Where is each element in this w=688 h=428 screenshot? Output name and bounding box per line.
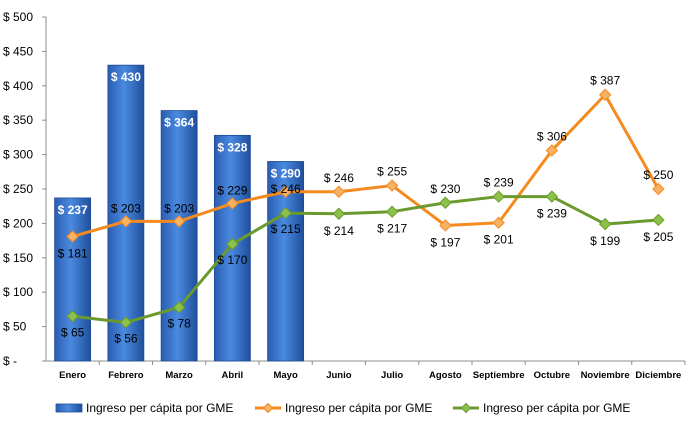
series-marker	[172, 301, 186, 314]
y-tick-label: $ 450	[3, 44, 33, 58]
green-value-label: $ 65	[61, 325, 85, 339]
orange-value-label: $ 201	[484, 233, 514, 247]
series-marker	[439, 196, 452, 209]
y-tick-label: $ 300	[3, 148, 33, 162]
line-series	[66, 88, 665, 329]
data-labels: $ 237 $ 430 $ 364 $ 328 $ 290 $ 181 $ 65 $ 203 $…	[58, 70, 674, 345]
y-tick-label: $ 250	[3, 182, 33, 196]
series-line	[72, 195, 659, 324]
series-marker	[119, 316, 133, 329]
x-tick-label: Abril	[222, 370, 244, 381]
legend-entry: Ingreso per cápita por GME	[86, 401, 233, 415]
x-tick-label: Julio	[381, 370, 403, 381]
x-tick-label: Enero	[59, 370, 86, 381]
green-value-label: $ 217	[377, 222, 407, 236]
series-marker	[598, 217, 612, 231]
green-value-label: $ 78	[167, 316, 191, 330]
green-value-label: $ 199	[590, 234, 620, 248]
series-marker	[492, 190, 505, 203]
green-value-label: $ 239	[537, 207, 567, 221]
y-tick-label: $ 350	[3, 113, 33, 127]
x-tick-label: Junio	[326, 370, 352, 381]
x-tick-label: Marzo	[165, 370, 193, 381]
series-marker	[545, 144, 559, 157]
legend-swatch-marker	[460, 402, 472, 414]
series-marker	[172, 215, 186, 228]
series-marker	[226, 237, 239, 251]
series-marker	[492, 216, 505, 229]
legend: Ingreso per cápita por GME Ingreso per cá…	[55, 401, 630, 415]
x-tick-label: Agosto	[429, 370, 462, 381]
x-tick-label: Febrero	[108, 370, 144, 381]
orange-value-label: $ 246	[324, 171, 354, 185]
bar	[54, 197, 92, 362]
bar	[160, 110, 198, 362]
bar-value-label: $ 290	[271, 166, 301, 180]
series-marker	[332, 185, 346, 198]
orange-value-label: $ 387	[590, 74, 620, 88]
orange-value-label: $ 255	[377, 165, 407, 179]
series-marker	[439, 219, 452, 232]
series-marker	[119, 215, 133, 228]
series-marker	[385, 179, 399, 192]
series-line	[72, 93, 660, 238]
x-tick-label: Octubre	[534, 370, 570, 381]
green-value-label: $ 205	[643, 230, 673, 244]
legend-entry: Ingreso per cápita por GME	[285, 401, 432, 415]
y-tick-label: $ 50	[3, 320, 27, 334]
bar-value-label: $ 364	[164, 116, 194, 130]
orange-value-label: $ 250	[643, 168, 673, 182]
series-marker	[66, 310, 79, 323]
orange-value-label: $ 203	[111, 201, 141, 215]
bar-value-label: $ 430	[111, 70, 141, 84]
series-marker	[279, 206, 292, 220]
legend-swatch-bar	[55, 403, 83, 413]
y-tick-label: $ 150	[3, 251, 33, 265]
orange-value-label: $ 197	[430, 235, 460, 249]
green-value-label: $ 239	[484, 176, 514, 190]
axes: $ - $ 50 $ 100 $ 150 $ 200 $ 250 $ 300 $ 350 $ 4…	[3, 10, 686, 381]
series-marker	[279, 185, 292, 198]
orange-value-label: $ 229	[217, 183, 247, 197]
legend-entry: Ingreso per cápita por GME	[483, 401, 630, 415]
green-value-label: $ 215	[271, 222, 301, 236]
orange-value-label: $ 181	[58, 246, 88, 260]
green-value-label: $ 170	[217, 253, 247, 267]
green-value-label: $ 230	[430, 182, 460, 196]
series-marker	[652, 182, 665, 196]
y-tick-label: $ 100	[3, 285, 33, 299]
series-marker	[226, 197, 239, 210]
series-marker	[385, 205, 399, 218]
series-marker	[598, 88, 612, 101]
bar-value-label: $ 237	[58, 203, 88, 217]
y-tick-label: $ 200	[3, 216, 33, 230]
x-tick-label: Septiembre	[473, 370, 525, 381]
y-tick-label: $ 400	[3, 79, 33, 93]
series-marker	[545, 190, 559, 203]
green-value-label: $ 56	[114, 331, 138, 345]
y-tick-label: $ 500	[3, 10, 33, 24]
bar-series	[54, 64, 305, 362]
orange-value-label: $ 203	[164, 201, 194, 215]
bar	[107, 64, 145, 362]
y-tick-label: $ -	[3, 354, 17, 368]
series-marker	[66, 230, 79, 243]
x-tick-label: Diciembre	[635, 370, 681, 381]
x-tick-label: Noviembre	[581, 370, 630, 381]
bar-value-label: $ 328	[217, 140, 247, 154]
series-marker	[652, 213, 665, 227]
orange-value-label: $ 306	[537, 129, 567, 143]
legend-swatch-marker	[262, 402, 274, 414]
x-tick-label: Mayo	[273, 370, 297, 381]
orange-value-label: $ 246	[271, 182, 301, 196]
green-value-label: $ 214	[324, 224, 354, 238]
series-marker	[332, 207, 346, 220]
